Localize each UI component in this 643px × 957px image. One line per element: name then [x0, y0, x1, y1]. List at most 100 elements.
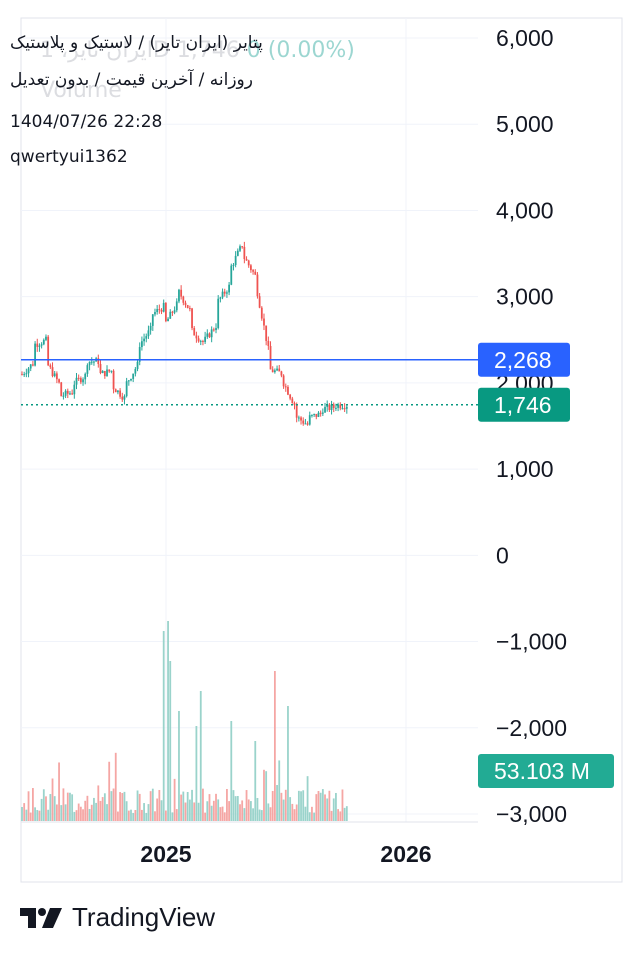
candle-body	[243, 246, 246, 260]
volume-bar	[199, 691, 202, 821]
candle-body	[23, 374, 26, 376]
candle-body	[64, 390, 67, 396]
candle-body	[291, 398, 294, 404]
volume-bar	[278, 760, 281, 821]
volume-bar	[117, 811, 119, 821]
candle-body	[119, 390, 121, 397]
candle-body	[21, 374, 23, 376]
volume-bar	[223, 812, 226, 821]
volume-bar	[182, 791, 185, 821]
brand-name: TradingView	[72, 902, 216, 932]
volume-bar	[256, 797, 259, 821]
candle-body	[169, 311, 172, 319]
volume-bar	[23, 803, 26, 821]
volume-bar	[36, 810, 39, 821]
volume-bar	[55, 804, 58, 821]
volume-bar	[90, 804, 93, 821]
candle-body	[326, 404, 329, 407]
candle-body	[86, 365, 89, 374]
volume-bar	[167, 621, 169, 821]
volume-bar	[82, 809, 84, 821]
y-tick-label: −2,000	[496, 715, 567, 741]
volume-bar	[245, 790, 248, 821]
volume-bar	[32, 788, 34, 821]
volume-bar	[339, 811, 342, 821]
volume-bar	[49, 794, 52, 821]
chart-title: پتایر (ایران تایر) / لاستیک و پلاستیک	[10, 33, 263, 53]
candle-body	[143, 338, 145, 342]
chart-frame	[20, 17, 623, 883]
volume-bar	[51, 778, 54, 821]
volume-bars	[21, 621, 348, 821]
volume-bar	[125, 801, 128, 821]
volume-bar	[263, 769, 265, 821]
ghost-symbol-legend: ایران تایر، 1D 1,746 0 (0.00%)	[40, 38, 355, 63]
volume-bar	[300, 791, 302, 821]
candle-body	[58, 379, 60, 383]
candle-body	[55, 373, 58, 380]
candle-body	[149, 325, 152, 331]
candle-body	[103, 370, 106, 377]
volume-bar	[337, 809, 339, 821]
candle-body	[239, 246, 241, 251]
candle-body	[188, 308, 191, 310]
candle-body	[341, 408, 344, 410]
volume-bar	[328, 790, 331, 821]
volume-bar	[147, 804, 150, 821]
candle-body	[280, 371, 283, 376]
candle-body	[160, 310, 163, 312]
candle-body	[62, 395, 65, 397]
volume-bar	[101, 797, 104, 821]
candle-body	[45, 336, 47, 340]
volume-bar	[145, 812, 148, 821]
volume-bar	[208, 794, 211, 821]
candle-body	[193, 328, 196, 336]
volume-bar	[343, 807, 346, 821]
volume-bar	[202, 788, 204, 821]
candle-body	[32, 364, 34, 366]
candle-body	[221, 291, 224, 298]
volume-bar	[276, 785, 278, 821]
candle-body	[317, 412, 320, 417]
candle-body	[339, 404, 342, 409]
candle-body	[293, 403, 296, 406]
candle-body	[276, 368, 278, 371]
volume-bar	[184, 802, 187, 821]
candle-body	[256, 274, 259, 297]
volume-bar	[252, 808, 254, 821]
volume-bar	[191, 789, 193, 821]
candle-body	[247, 260, 250, 266]
candle-body	[164, 302, 167, 322]
volume-bar	[186, 792, 189, 821]
candle-body	[69, 393, 71, 395]
candle-body	[228, 284, 230, 293]
candle-body	[219, 297, 222, 299]
candle-body	[254, 271, 257, 275]
candle-body	[300, 417, 302, 421]
tradingview-brand[interactable]: TradingView	[20, 902, 215, 933]
volume-bar	[295, 804, 298, 821]
volume-bar	[138, 793, 141, 821]
candle-body	[297, 417, 300, 419]
volume-bar	[271, 790, 274, 821]
candle-body	[184, 302, 187, 306]
ghost-volume-legend: Volume	[40, 78, 122, 103]
candle-body	[208, 333, 211, 338]
candle-body	[241, 246, 244, 248]
candle-body	[308, 415, 311, 425]
candle-body	[289, 394, 292, 399]
volume-bar	[293, 809, 296, 821]
volume-bar	[341, 789, 344, 821]
volume-bar	[226, 788, 228, 821]
volume-bar	[34, 807, 36, 821]
candle-body	[90, 361, 93, 363]
volume-bar	[284, 789, 287, 821]
volume-bar	[99, 800, 102, 821]
candle-body	[110, 370, 113, 372]
candle-body	[287, 386, 289, 395]
candle-body	[191, 308, 193, 329]
candle-body	[151, 314, 154, 326]
candle-body	[345, 406, 348, 409]
volume-bar	[324, 794, 326, 821]
